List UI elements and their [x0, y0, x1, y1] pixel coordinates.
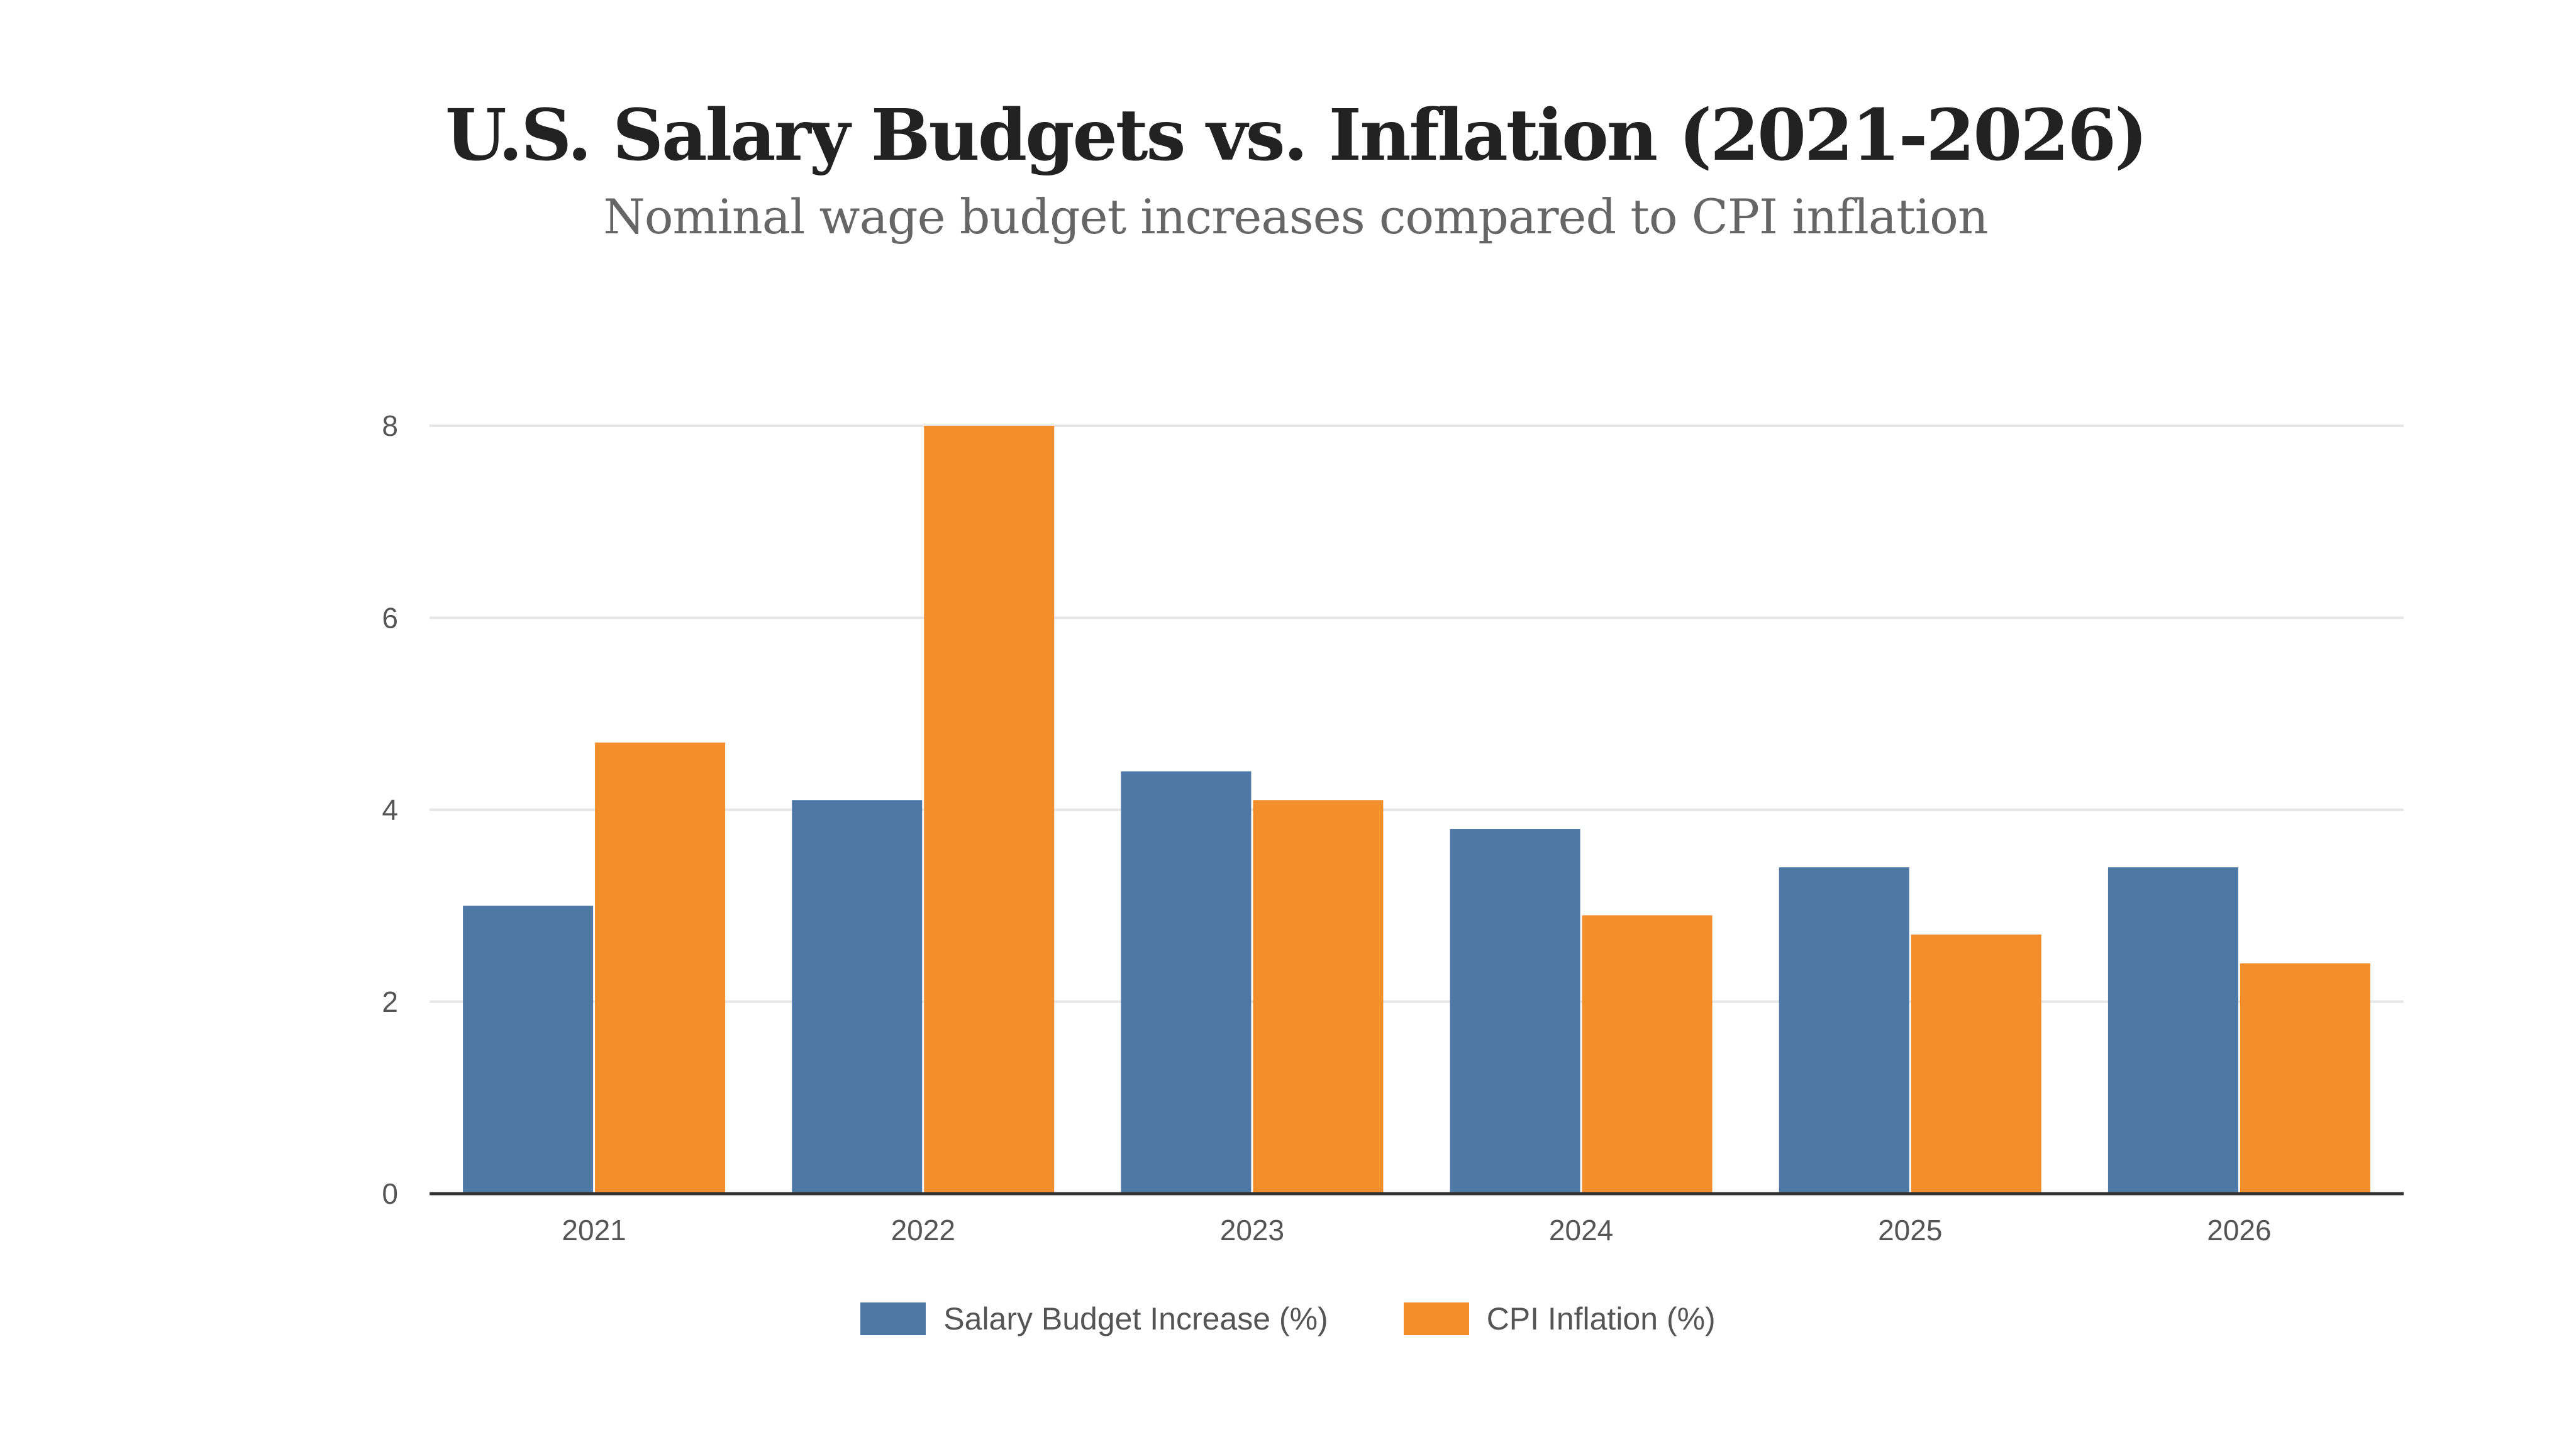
- y-tick-label: 4: [382, 794, 398, 826]
- legend-label-salary: Salary Budget Increase (%): [943, 1301, 1328, 1336]
- bar-salary-2024[interactable]: [1450, 829, 1580, 1194]
- x-tick-label: 2023: [1220, 1214, 1284, 1246]
- y-tick-label: 8: [382, 409, 398, 442]
- bar-cpi-2022[interactable]: [924, 426, 1055, 1194]
- bar-salary-2026[interactable]: [2107, 867, 2238, 1194]
- bar-cpi-2025[interactable]: [1911, 934, 2041, 1194]
- y-tick-label: 6: [382, 601, 398, 634]
- legend-label-cpi: CPI Inflation (%): [1486, 1301, 1716, 1336]
- bar-salary-2023[interactable]: [1121, 771, 1252, 1194]
- y-tick-label: 2: [382, 985, 398, 1018]
- legend-swatch-cpi: [1403, 1302, 1469, 1335]
- x-tick-label: 2021: [562, 1214, 626, 1246]
- x-tick-label: 2022: [891, 1214, 955, 1246]
- chart-subtitle: Nominal wage budget increases compared t…: [603, 189, 1989, 245]
- x-tick-label: 2024: [1549, 1214, 1613, 1246]
- legend-swatch-salary: [860, 1302, 926, 1335]
- legend-item-salary[interactable]: Salary Budget Increase (%): [860, 1301, 1328, 1337]
- x-tick-label: 2025: [1878, 1214, 1942, 1246]
- bar-salary-2022[interactable]: [792, 800, 923, 1194]
- bar-cpi-2021[interactable]: [595, 742, 726, 1194]
- chart-title: U.S. Salary Budgets vs. Inflation (2021-…: [445, 94, 2148, 177]
- legend: Salary Budget Increase (%) CPI Inflation…: [0, 1301, 2576, 1337]
- bar-cpi-2026[interactable]: [2240, 963, 2370, 1194]
- bar-cpi-2024[interactable]: [1582, 915, 1713, 1194]
- legend-item-cpi[interactable]: CPI Inflation (%): [1403, 1301, 1716, 1337]
- x-tick-label: 2026: [2207, 1214, 2271, 1246]
- bar-salary-2025[interactable]: [1779, 867, 1909, 1194]
- bar-cpi-2023[interactable]: [1253, 800, 1384, 1194]
- y-tick-label: 0: [382, 1177, 398, 1210]
- bar-salary-2021[interactable]: [463, 906, 594, 1194]
